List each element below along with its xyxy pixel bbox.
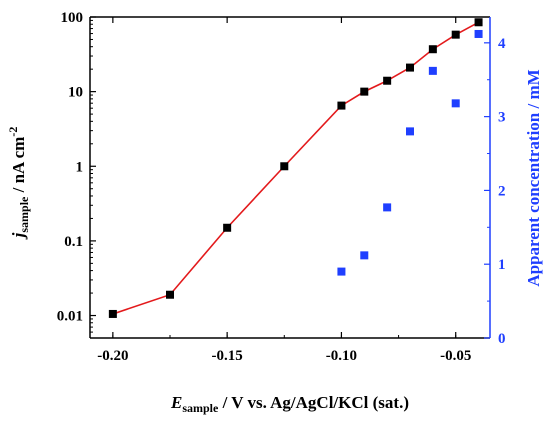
x-tick-label: -0.05 <box>440 348 471 364</box>
current-density-point <box>108 309 117 318</box>
current-density-point <box>474 18 483 27</box>
x-axis-title-rest: / V vs. Ag/AgCl/KCl (sat.) <box>218 393 409 412</box>
y-left-tick-label: 0.1 <box>64 234 83 250</box>
y-right-tick-label: 3 <box>498 110 506 126</box>
y-left-axis-title-sub: sample <box>17 196 31 233</box>
y-left-axis-title-sup: -2 <box>6 127 20 137</box>
current-density-point <box>223 223 232 232</box>
y-right-tick-label: 2 <box>498 183 506 199</box>
concentration-point <box>337 267 346 276</box>
concentration-point <box>474 29 483 38</box>
y-left-axis-title-main: j <box>9 232 28 240</box>
y-left-axis-title-rest: / nA cm <box>9 137 28 197</box>
concentration-point <box>451 99 460 108</box>
concentration-point <box>406 127 414 136</box>
y-right-axis-title: Apparent concentration / mM <box>524 69 543 286</box>
current-density-point <box>383 76 392 85</box>
plot-area <box>89 16 491 339</box>
current-density-point <box>337 101 346 110</box>
current-density-point <box>406 63 414 72</box>
x-axis-title: Esample / V vs. Ag/AgCl/KCl (sat.) <box>170 393 409 415</box>
y-left-tick-label: 10 <box>68 85 83 101</box>
x-tick-label: -0.20 <box>97 348 128 364</box>
y-left-tick-label: 100 <box>61 10 84 26</box>
x-tick-label: -0.10 <box>326 348 357 364</box>
current-density-point <box>451 30 460 39</box>
concentration-point <box>360 251 369 260</box>
y-right-tick-label: 0 <box>498 331 506 347</box>
current-density-point <box>166 290 174 299</box>
y-right-tick-label: 4 <box>498 36 506 52</box>
current-density-point <box>428 45 437 54</box>
current-density-point <box>280 162 289 171</box>
y-right-tick-label: 1 <box>498 257 506 273</box>
axis-ticks: -0.20 -0.15 -0.10 -0.05 0.01 0.1 1 10 100 0 1 2 3 4 <box>57 10 506 364</box>
x-tick-label: -0.15 <box>212 348 243 364</box>
current-density-line <box>112 21 479 315</box>
y-left-tick-label: 0.01 <box>57 309 83 325</box>
x-axis-title-sub: sample <box>182 401 219 415</box>
data-marks <box>108 18 483 318</box>
concentration-point <box>383 203 392 212</box>
current-density-point <box>360 87 369 96</box>
y-left-tick-label: 1 <box>76 159 84 175</box>
x-axis-title-main: E <box>170 393 182 412</box>
y-left-axis-title: jsample / nA cm-2 <box>6 127 31 241</box>
concentration-point <box>428 66 437 75</box>
